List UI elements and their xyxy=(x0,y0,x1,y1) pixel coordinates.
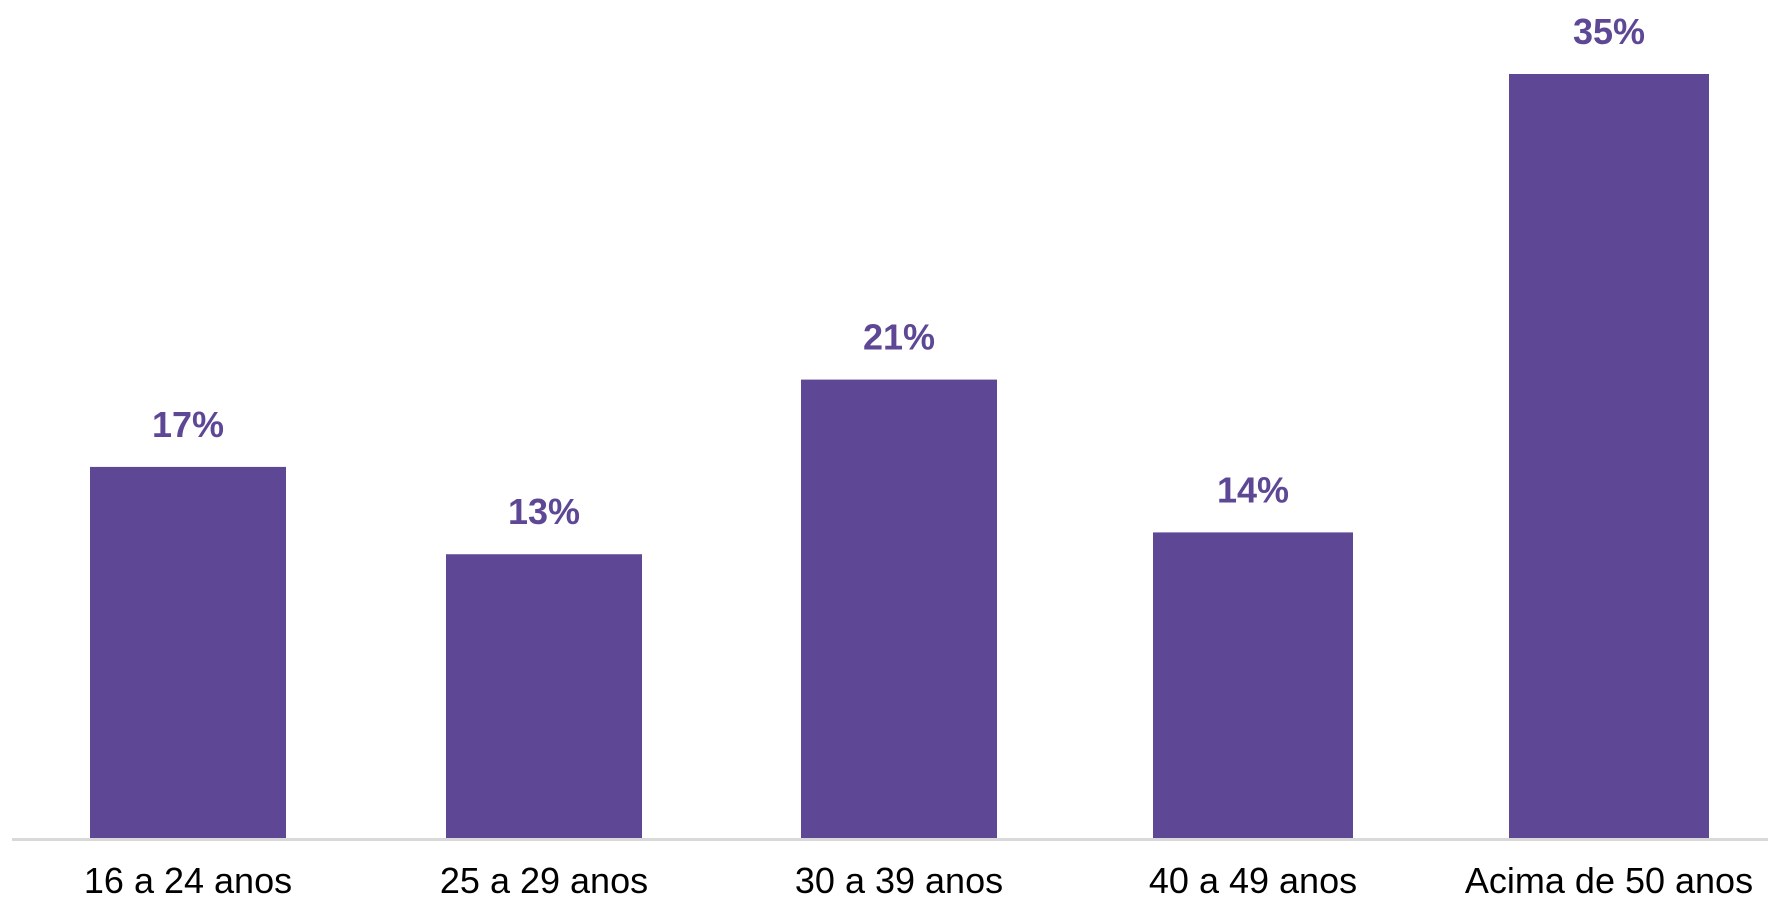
bar-3 xyxy=(801,379,997,838)
bars-group xyxy=(90,74,1709,838)
value-label-4: 14% xyxy=(1217,469,1289,510)
bar-1 xyxy=(90,466,286,838)
category-label-2: 25 a 29 anos xyxy=(440,860,648,900)
value-label-5: 35% xyxy=(1573,11,1645,52)
value-labels-group: 17% 13% 21% 14% 35% xyxy=(152,11,1645,532)
category-label-3: 30 a 39 anos xyxy=(795,860,1003,900)
bar-2 xyxy=(446,554,642,838)
bar-5 xyxy=(1509,74,1709,838)
category-label-4: 40 a 49 anos xyxy=(1149,860,1357,900)
category-labels-group: 16 a 24 anos 25 a 29 anos 30 a 39 anos 40 a… xyxy=(84,860,1753,900)
category-label-5: Acima de 50 anos xyxy=(1465,860,1753,900)
value-label-1: 17% xyxy=(152,404,224,445)
category-label-1: 16 a 24 anos xyxy=(84,860,292,900)
value-label-2: 13% xyxy=(508,491,580,532)
bar-4 xyxy=(1153,532,1353,838)
value-label-3: 21% xyxy=(863,317,935,358)
